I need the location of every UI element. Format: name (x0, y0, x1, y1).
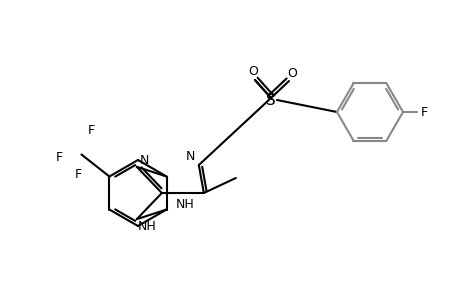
Text: O: O (247, 64, 257, 77)
Text: N: N (140, 154, 149, 167)
Text: NH: NH (175, 197, 194, 211)
Text: F: F (75, 168, 82, 181)
Text: N: N (186, 151, 195, 164)
Text: F: F (88, 124, 95, 137)
Text: F: F (420, 106, 426, 118)
Text: NH: NH (137, 220, 156, 233)
Text: F: F (56, 151, 63, 164)
Text: S: S (266, 92, 275, 107)
Text: O: O (286, 67, 297, 80)
